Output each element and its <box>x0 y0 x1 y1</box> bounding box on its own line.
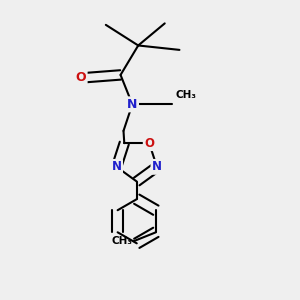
Text: CH₃: CH₃ <box>111 236 132 246</box>
Text: N: N <box>127 98 137 111</box>
Text: CH₃: CH₃ <box>175 90 196 100</box>
Text: N: N <box>152 160 162 173</box>
Text: O: O <box>76 71 86 84</box>
Text: O: O <box>144 137 154 150</box>
Text: N: N <box>112 160 122 173</box>
